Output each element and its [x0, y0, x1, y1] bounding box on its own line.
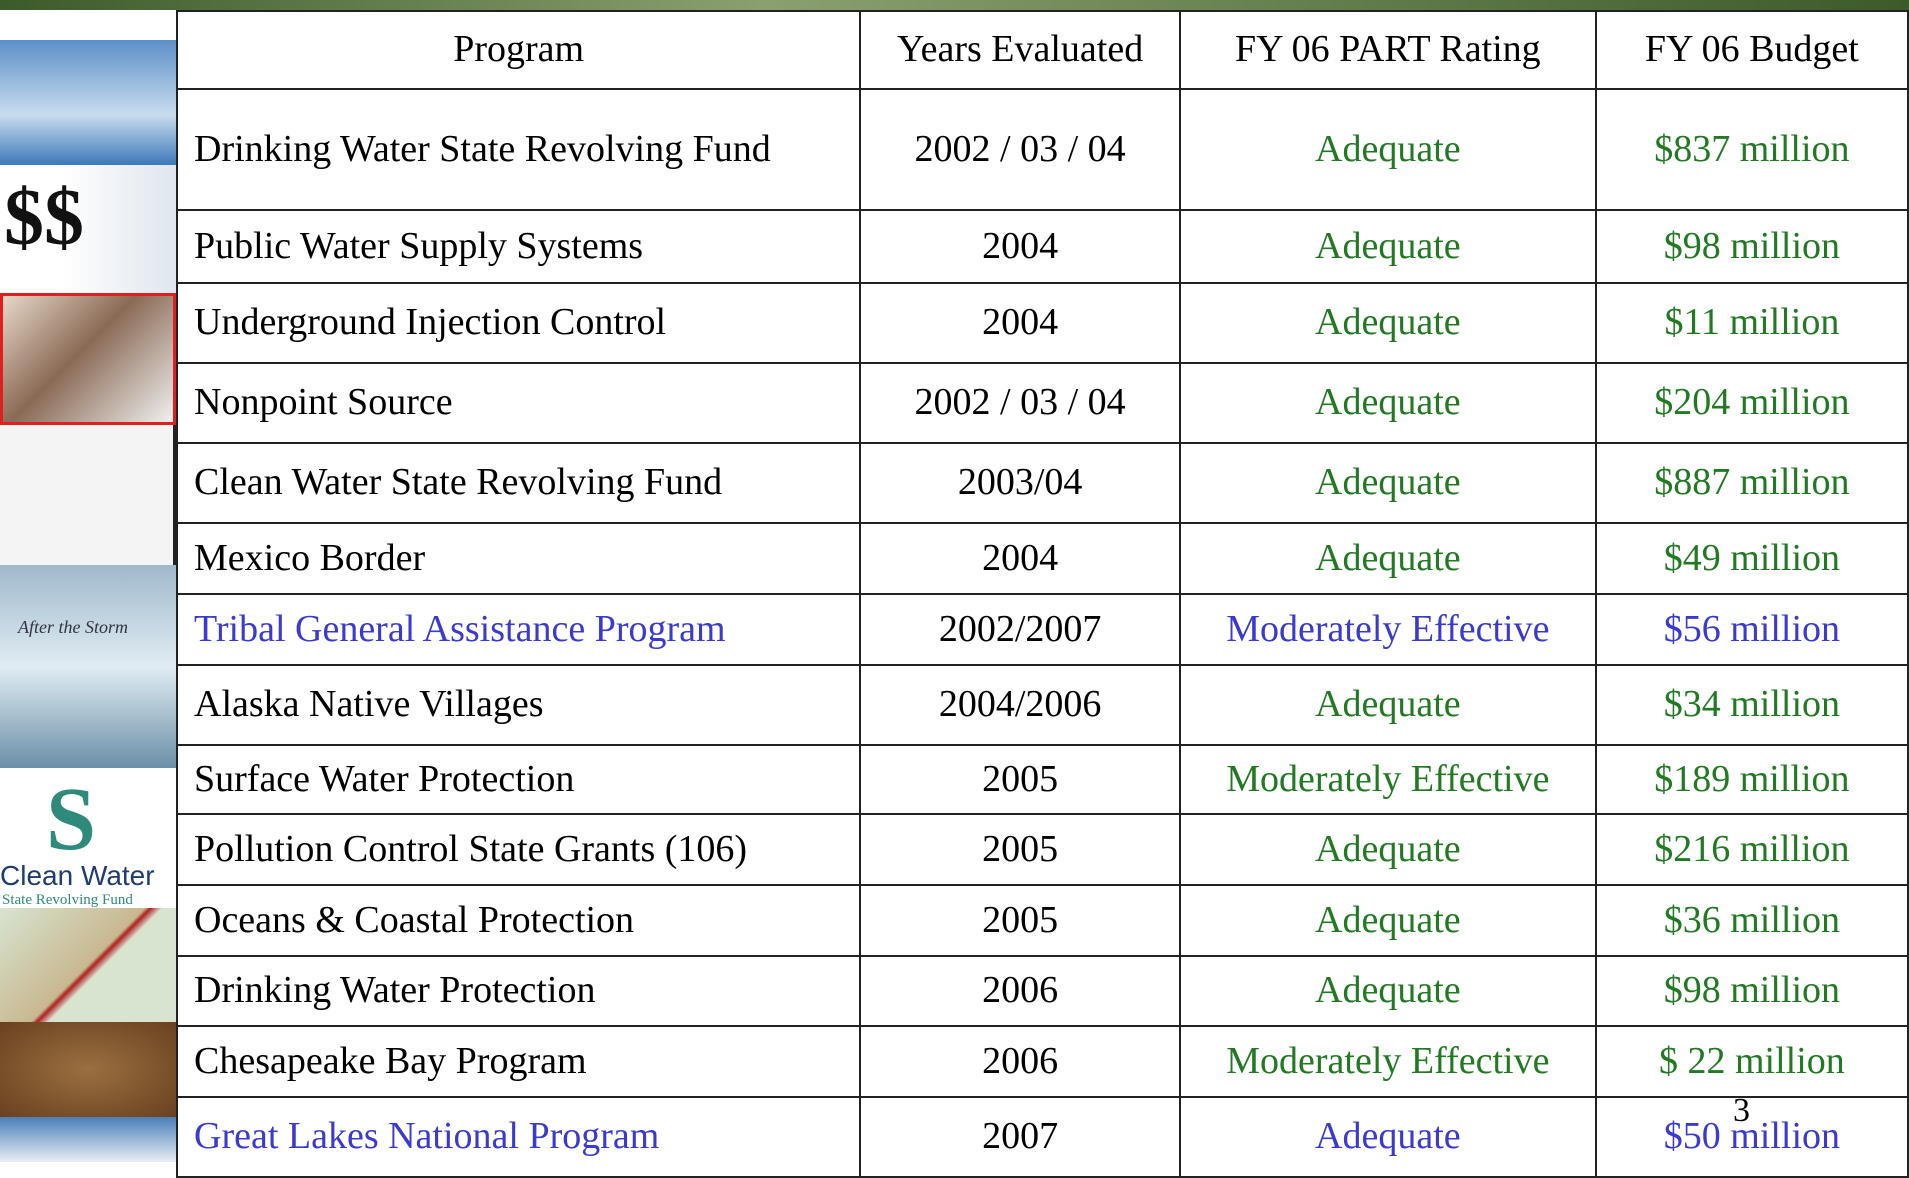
table-cell: Adequate	[1180, 665, 1596, 745]
table-cell: $11 million	[1596, 283, 1908, 363]
table-cell: Adequate	[1180, 283, 1596, 363]
table-cell: 2006	[860, 956, 1180, 1026]
table-cell: Chesapeake Bay Program	[177, 1026, 860, 1097]
table-cell: 2004/2006	[860, 665, 1180, 745]
tower-image: $$	[0, 165, 176, 293]
table-cell: Adequate	[1180, 956, 1596, 1026]
table-cell: Adequate	[1180, 885, 1596, 956]
table-cell: $216 million	[1596, 814, 1908, 885]
table-cell: 2005	[860, 814, 1180, 885]
table-cell: Adequate	[1180, 443, 1596, 523]
table-cell: Nonpoint Source	[177, 363, 860, 443]
side-label: State Revolving Fund	[2, 892, 133, 909]
table-cell: 2002/2007	[860, 594, 1180, 665]
table-cell: $887 million	[1596, 443, 1908, 523]
table-cell: Clean Water State Revolving Fund	[177, 443, 860, 523]
table-cell: Adequate	[1180, 363, 1596, 443]
table-cell: Adequate	[1180, 1097, 1596, 1177]
logo-icon: S	[46, 768, 96, 871]
table-cell: 2004	[860, 283, 1180, 363]
table-cell: 2004	[860, 210, 1180, 283]
dollar-icon: $$	[4, 173, 84, 264]
table-cell: 2003/04	[860, 443, 1180, 523]
table-cell: $98 million	[1596, 956, 1908, 1026]
table-cell: Adequate	[1180, 89, 1596, 210]
page: $$ After the Storm S Clean Water State R…	[0, 0, 1909, 1162]
bison-image	[0, 1022, 176, 1117]
table-cell: $837 million	[1596, 89, 1908, 210]
table-cell: Adequate	[1180, 523, 1596, 594]
person-image	[0, 293, 176, 425]
table-cell: Adequate	[1180, 210, 1596, 283]
table-cell: 2007	[860, 1097, 1180, 1177]
srf-logo: S Clean Water State Revolving Fund	[0, 768, 176, 908]
table-cell: $56 million	[1596, 594, 1908, 665]
header-cell: FY 06 PART Rating	[1180, 11, 1596, 89]
table-cell: Adequate	[1180, 814, 1596, 885]
table-cell: Moderately Effective	[1180, 594, 1596, 665]
well-image	[0, 425, 176, 565]
table-cell: $36 million	[1596, 885, 1908, 956]
table-cell: Underground Injection Control	[177, 283, 860, 363]
table-cell: 2005	[860, 885, 1180, 956]
side-label: Clean Water	[0, 860, 155, 892]
table-cell: $50 million	[1596, 1097, 1908, 1177]
table-cell: Pollution Control State Grants (106)	[177, 814, 860, 885]
table-cell: 2006	[860, 1026, 1180, 1097]
table-cell: Tribal General Assistance Program	[177, 594, 860, 665]
header-cell: FY 06 Budget	[1596, 11, 1908, 89]
table-cell: $ 22 million	[1596, 1026, 1908, 1097]
table-cell: $98 million	[1596, 210, 1908, 283]
table-cell: Great Lakes National Program	[177, 1097, 860, 1177]
table-cell: $189 million	[1596, 745, 1908, 814]
header-cell: Years Evaluated	[860, 11, 1180, 89]
header-cell: Program	[177, 11, 860, 89]
table-cell: Mexico Border	[177, 523, 860, 594]
map-image	[0, 908, 176, 1022]
storm-image: After the Storm	[0, 565, 176, 768]
table-cell: Public Water Supply Systems	[177, 210, 860, 283]
table-row: Pollution Control State Grants (106)2005…	[177, 814, 1908, 885]
table-cell: Moderately Effective	[1180, 745, 1596, 814]
table-cell: $49 million	[1596, 523, 1908, 594]
mountain-image	[0, 1117, 176, 1162]
top-band	[0, 0, 1909, 10]
side-label: After the Storm	[18, 617, 128, 638]
table-cell: 2004	[860, 523, 1180, 594]
image-strip: $$ After the Storm S Clean Water State R…	[0, 10, 176, 1162]
table-cell: Drinking Water Protection	[177, 956, 860, 1026]
table-cell: Alaska Native Villages	[177, 665, 860, 745]
table-cell: Surface Water Protection	[177, 745, 860, 814]
table-cell: 2005	[860, 745, 1180, 814]
page-number: 3	[1733, 1092, 1750, 1130]
table-cell: Moderately Effective	[1180, 1026, 1596, 1097]
table-cell: Oceans & Coastal Protection	[177, 885, 860, 956]
table-cell: $204 million	[1596, 363, 1908, 443]
table-cell: 2002 / 03 / 04	[860, 89, 1180, 210]
table-cell: 2002 / 03 / 04	[860, 363, 1180, 443]
water-image	[0, 40, 176, 165]
table-cell: Drinking Water State Revolving Fund	[177, 89, 860, 210]
table-cell: $34 million	[1596, 665, 1908, 745]
